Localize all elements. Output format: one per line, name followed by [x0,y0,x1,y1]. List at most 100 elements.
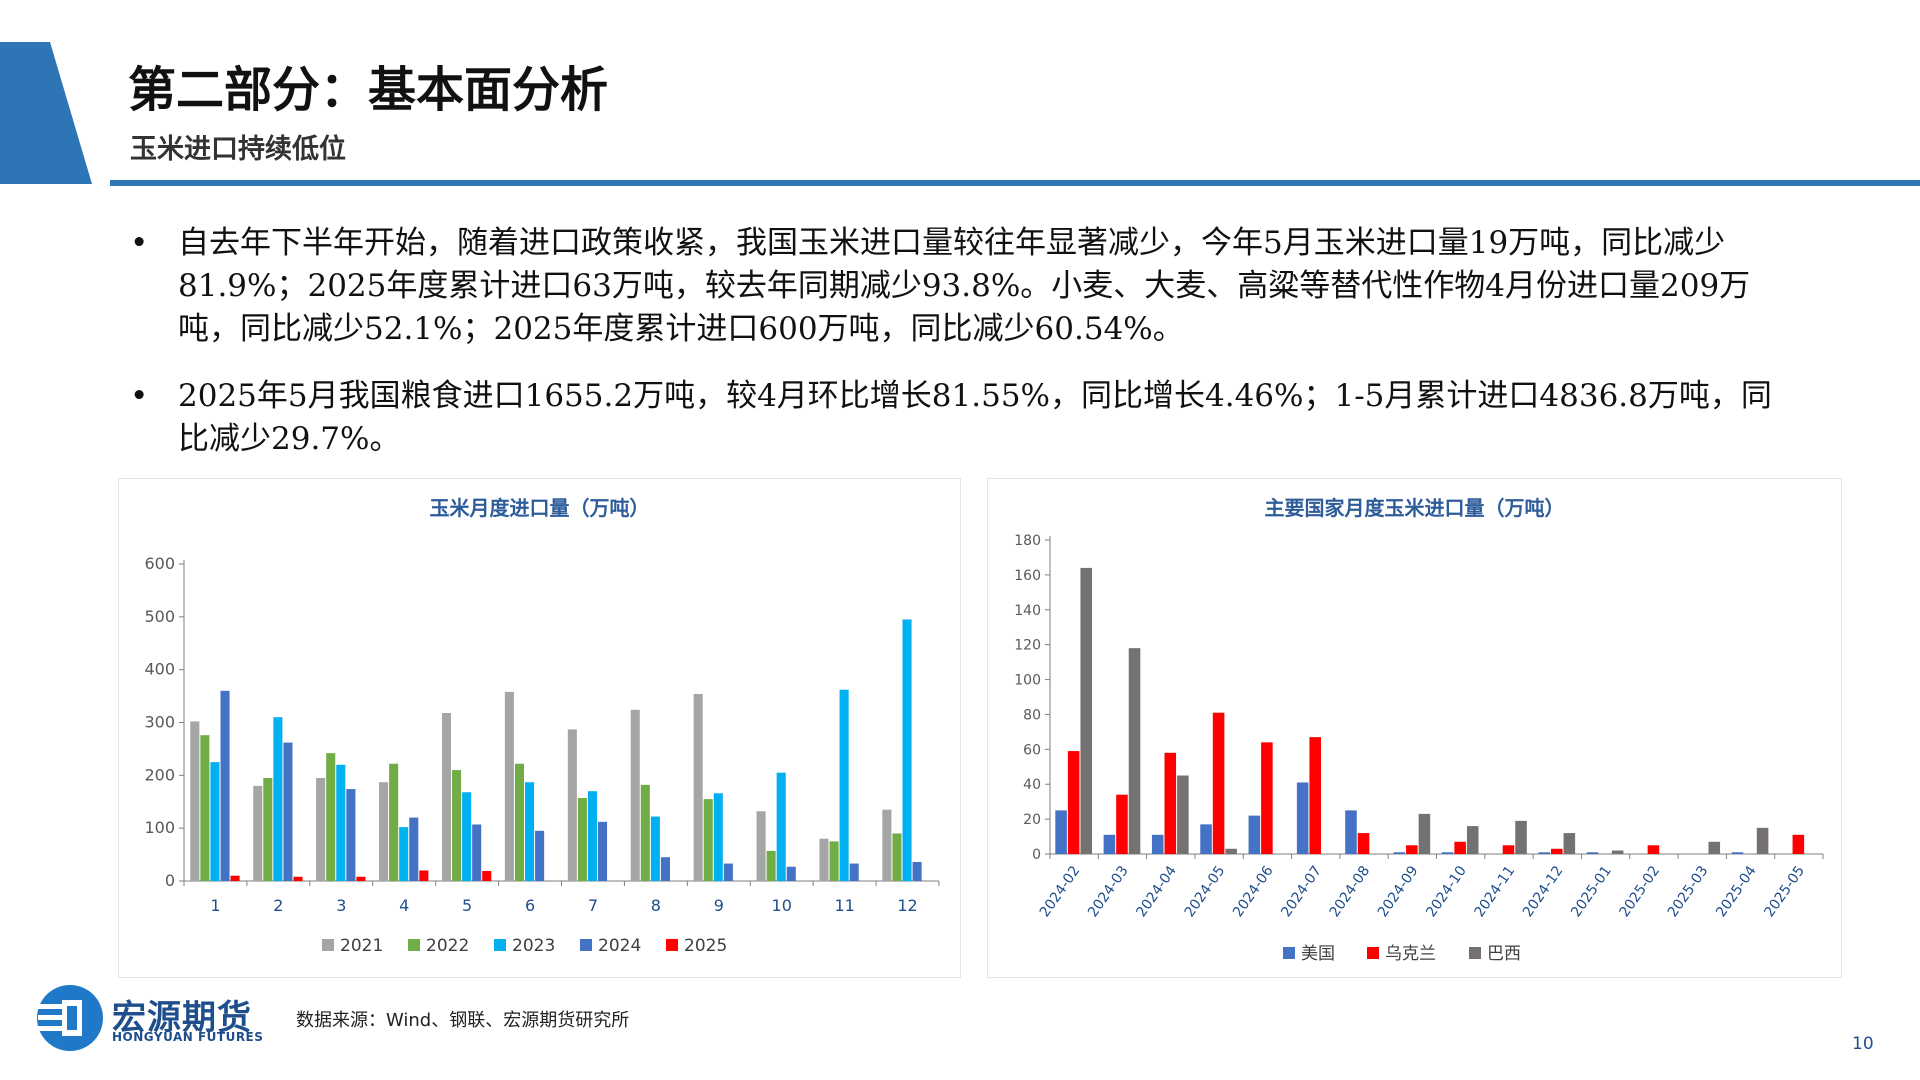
company-logo-text-en: HONGYUAN FUTURES [112,1030,264,1044]
bar-2023 [336,764,346,881]
legend-label: 2021 [340,936,383,956]
bar-巴西 [1225,848,1237,854]
header-accent-shape [0,42,92,184]
bar-乌克兰 [1792,834,1805,854]
x-tick-label: 2024-09 [1375,863,1422,920]
x-tick-label: 2024-10 [1423,863,1470,920]
bar-乌克兰 [1164,752,1177,854]
bar-2021 [190,721,200,881]
bar-2024 [723,863,733,881]
bar-2022 [514,763,525,881]
bar-2024 [912,861,922,881]
x-tick-label: 6 [525,896,535,915]
y-tick-label: 100 [144,818,175,837]
x-tick-label: 7 [588,896,598,915]
x-tick-label: 2024-08 [1327,863,1374,920]
legend-label: 2024 [598,936,641,956]
y-tick-label: 300 [144,713,175,732]
bar-美国 [1441,852,1454,854]
bar-乌克兰 [1067,751,1080,854]
bar-2025 [230,875,240,881]
bar-2022 [892,833,902,881]
bar-2024 [535,830,545,881]
x-tick-label: 2025-05 [1761,863,1808,920]
y-tick-label: 100 [1014,673,1041,689]
y-tick-label: 180 [1014,533,1041,549]
y-tick-label: 500 [144,607,175,626]
legend-swatch-乌克兰 [1367,947,1379,959]
bar-2022 [829,841,839,881]
x-tick-label: 2025-04 [1713,863,1760,920]
bar-2024 [472,824,482,881]
bullet-symbol: • [130,225,149,261]
x-tick-label: 10 [772,896,792,915]
bar-美国 [1731,852,1744,854]
bar-2023 [650,816,660,881]
y-tick-label: 0 [1032,847,1041,863]
bar-巴西 [1466,826,1479,854]
x-tick-label: 2024-12 [1520,863,1567,920]
legend-swatch-美国 [1283,947,1295,959]
bar-2022 [703,799,713,881]
bar-2025 [482,870,492,881]
legend-swatch-2025 [666,939,678,951]
bar-2021 [379,782,389,881]
bar-乌克兰 [1647,845,1660,854]
x-tick-label: 2024-07 [1278,863,1325,920]
bar-乌克兰 [1261,742,1273,854]
data-source-note: 数据来源：Wind、钢联、宏源期货研究所 [296,1010,630,1031]
y-tick-label: 120 [1014,638,1041,654]
y-tick-label: 20 [1023,812,1041,828]
bar-2023 [210,762,220,881]
bar-美国 [1200,824,1212,854]
y-tick-label: 140 [1014,603,1041,619]
bar-2023 [713,793,723,881]
bar-2022 [640,784,650,881]
bar-2021 [441,712,452,881]
bar-美国 [1393,852,1406,854]
legend-label: 2022 [426,936,469,956]
bar-2021 [819,838,829,881]
legend-label: 2025 [684,936,727,956]
chart-panel-monthly-imports: 玉米月度进口量（万吨） 0 100 200 300 400 500 600 1 2 3 4 5 6 7 8 9 1… [118,478,961,978]
bar-2021 [253,785,263,881]
bar-2022 [577,798,587,881]
x-tick-label: 2024-02 [1037,863,1084,920]
bar-2025 [356,876,366,881]
bar-巴西 [1563,833,1576,854]
x-tick-label: 2025-01 [1568,863,1615,920]
bar-2022 [452,770,462,881]
x-tick-label: 1 [210,896,220,915]
bar-乌克兰 [1551,848,1563,854]
bar-2024 [220,690,230,881]
bar-乌克兰 [1502,845,1515,854]
chart-title: 玉米月度进口量（万吨） [430,496,650,520]
legend-swatch-2023 [494,939,506,951]
legend-label: 美国 [1301,944,1335,964]
bullet-text: 2025年5月我国粮食进口1655.2万吨，较4月环比增长81.55%，同比增长… [178,378,1772,457]
legend-label: 2023 [512,936,555,956]
bar-2023 [839,689,849,881]
bullet-text: 自去年下半年开始，随着进口政策收紧，我国玉米进口量较往年显著减少，今年5月玉米进… [178,225,1751,347]
bar-2024 [283,742,293,881]
x-tick-label: 2024-06 [1230,863,1277,920]
bar-2021 [567,729,577,881]
x-tick-label: 9 [714,896,724,915]
legend-swatch-2021 [322,939,334,951]
bar-美国 [1055,810,1067,854]
bar-美国 [1151,834,1164,854]
bar-巴西 [1708,841,1721,854]
bar-乌克兰 [1116,794,1128,854]
company-logo-text-cn: 宏源期货 [112,998,252,1038]
legend-swatch-2022 [408,939,420,951]
bullet-symbol: • [130,378,149,414]
bar-美国 [1103,834,1116,854]
x-tick-label: 5 [462,896,472,915]
page-title: 第二部分：基本面分析 [128,62,609,118]
bar-乌克兰 [1357,833,1370,854]
header-divider [110,180,1920,186]
page-number: 10 [1852,1034,1874,1054]
bar-2024 [786,866,796,881]
x-tick-label: 8 [651,896,661,915]
